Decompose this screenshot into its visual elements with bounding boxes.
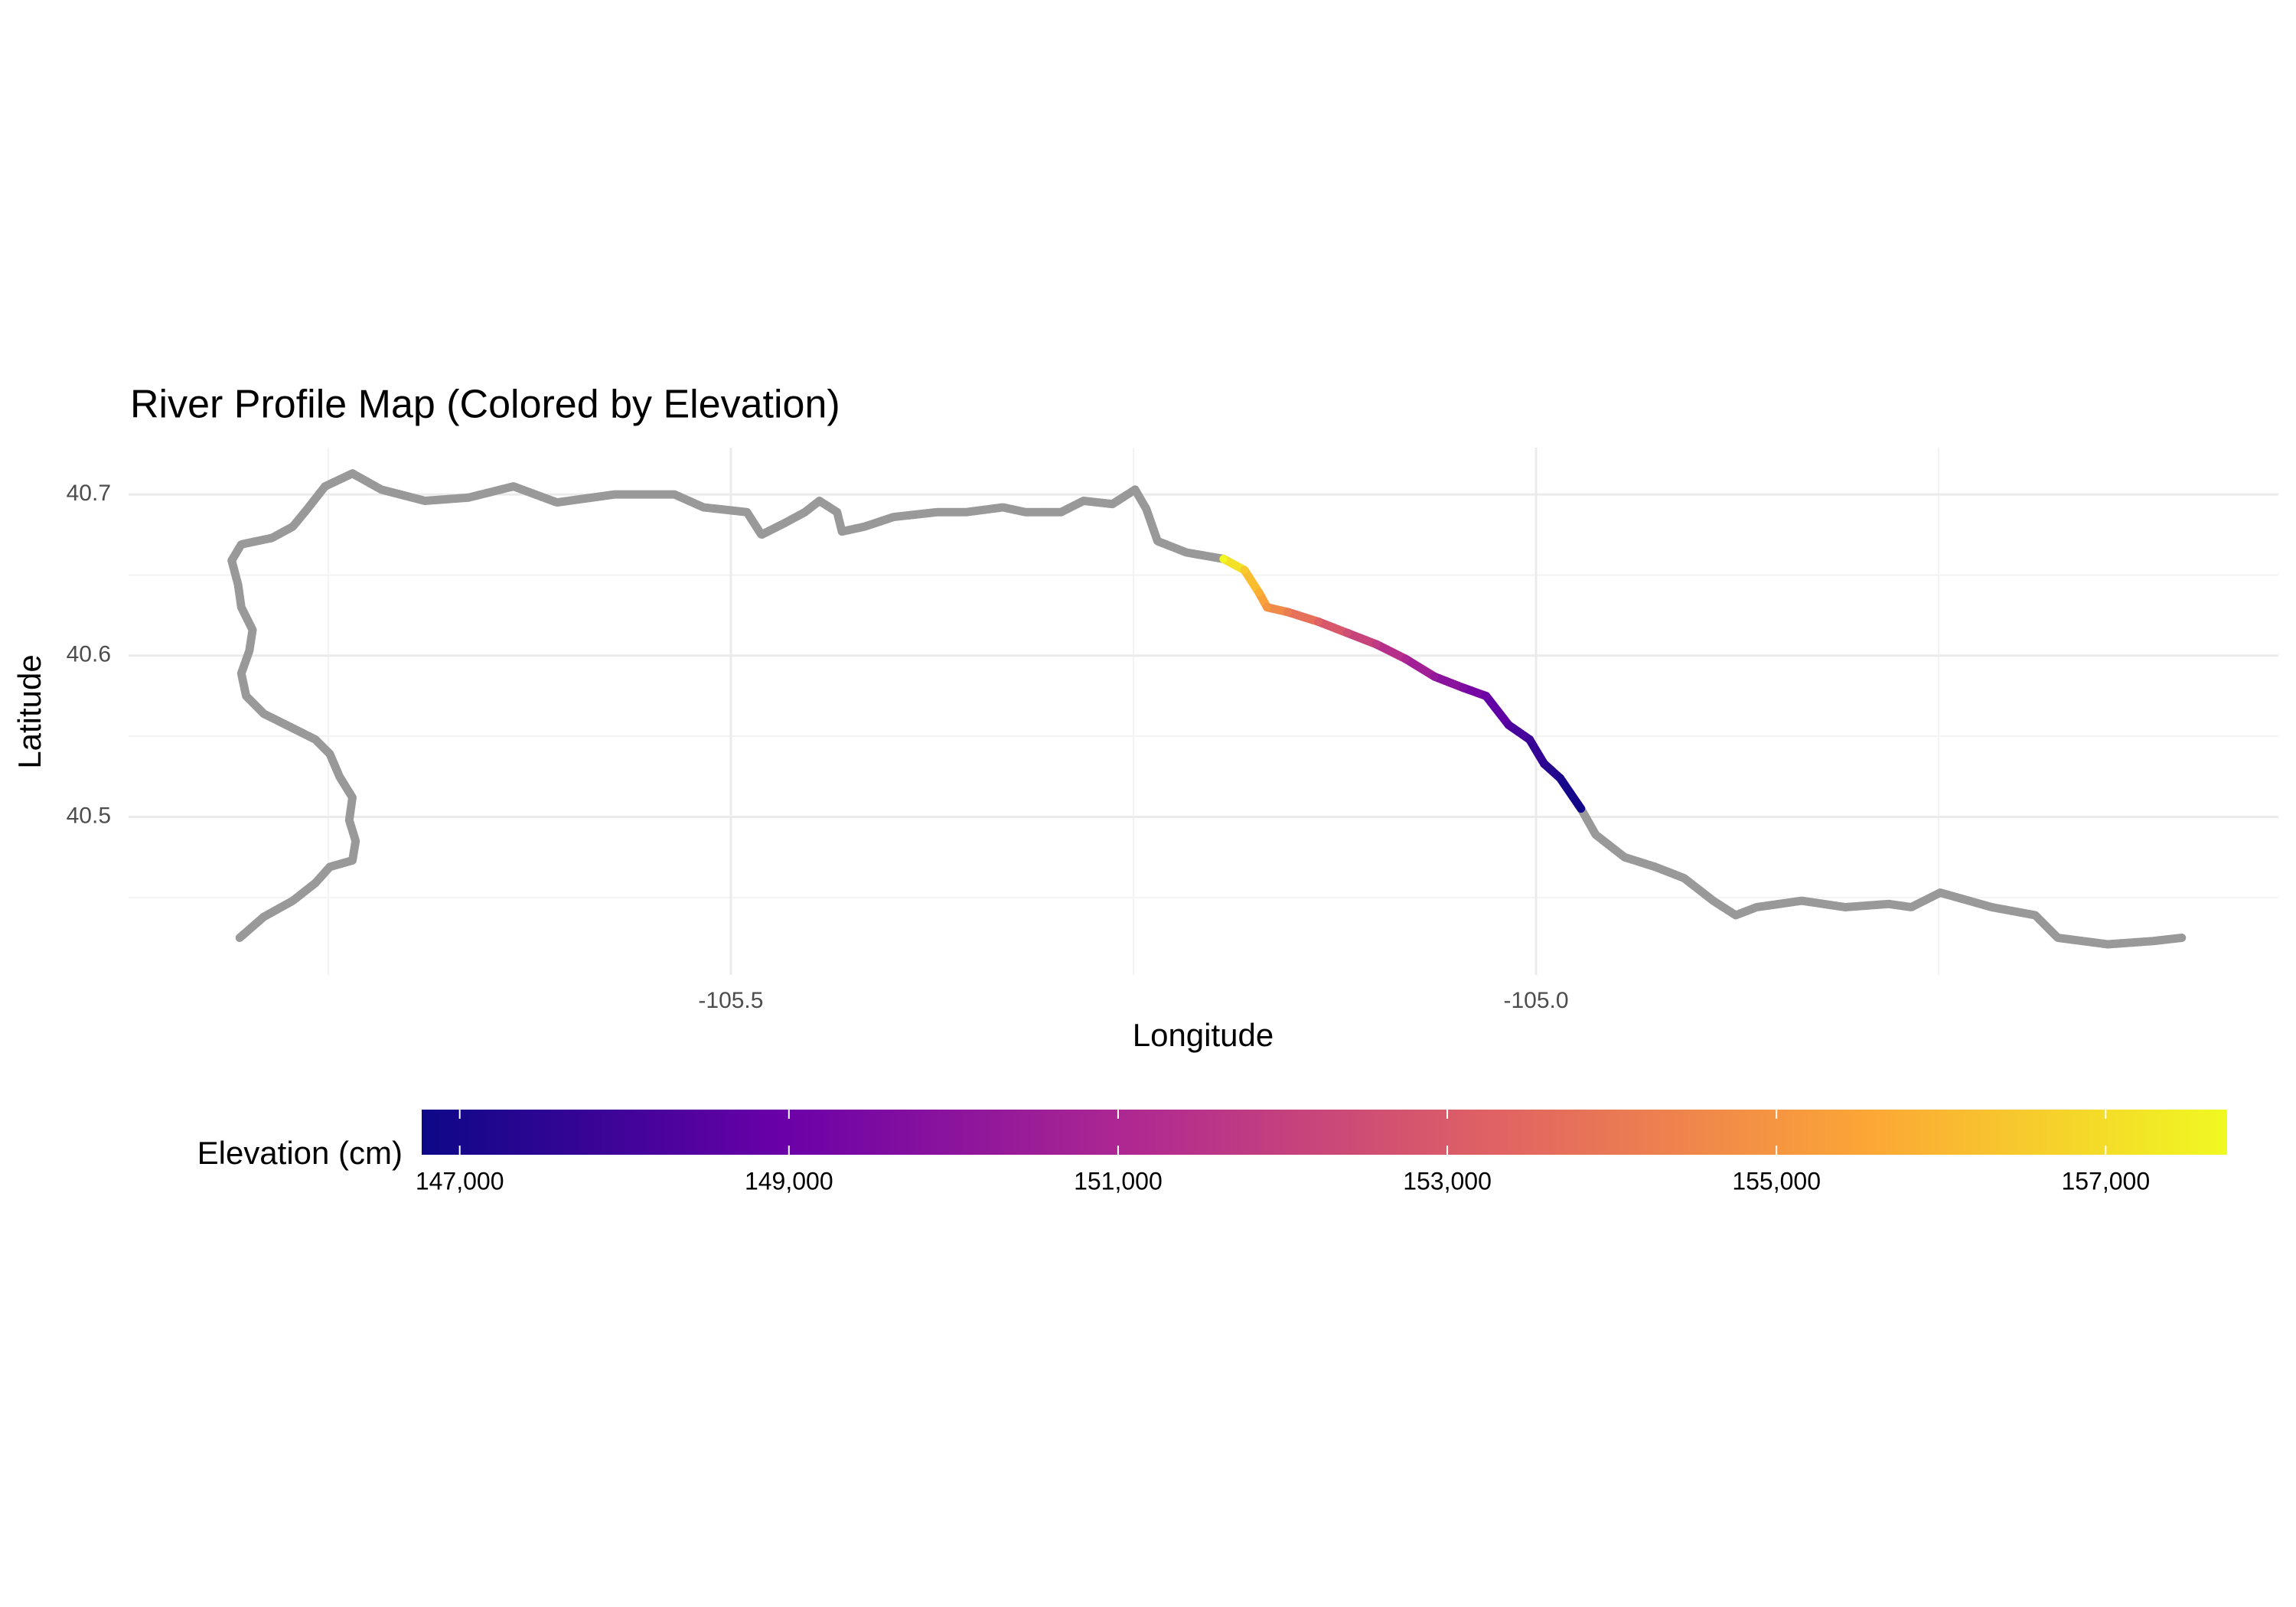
y-axis-title: Latitude: [11, 654, 47, 768]
elevation-point: [1459, 683, 1468, 692]
river-segment: [1372, 640, 1411, 663]
elevation-point: [1255, 588, 1264, 597]
y-tick-label: 40.5: [67, 803, 111, 828]
river-segment: [1343, 628, 1381, 649]
elevation-point: [1556, 774, 1564, 782]
elevation-point: [1525, 735, 1534, 744]
x-axis-title: Longitude: [1133, 1017, 1274, 1053]
elevation-point: [1372, 641, 1381, 649]
river-segment: [1556, 774, 1586, 813]
elevation-point: [1577, 804, 1585, 813]
river-segment: [1401, 654, 1439, 681]
colorbar-tick-label: 153,000: [1403, 1167, 1492, 1195]
elevation-point: [1219, 555, 1228, 563]
river-segment: [1314, 618, 1352, 637]
colorbar-tick-label: 149,000: [745, 1167, 833, 1195]
elevation-point: [1401, 655, 1410, 663]
elevation-point: [1263, 603, 1271, 611]
colorbar-tick-label: 151,000: [1074, 1167, 1163, 1195]
elevation-point: [1283, 608, 1292, 616]
x-tick-label: -105.5: [698, 988, 763, 1013]
river-line: [227, 469, 2187, 949]
x-tick-label: -105.0: [1503, 988, 1568, 1013]
elevation-point: [1505, 721, 1513, 729]
river-segment: [1504, 720, 1534, 744]
elevation-point: [1430, 673, 1439, 681]
y-tick-label: 40.7: [67, 481, 111, 506]
elevation-point: [1540, 759, 1548, 768]
chart-title: River Profile Map (Colored by Elevation): [130, 383, 840, 427]
river-segment: [1482, 691, 1513, 729]
colorbar: [422, 1110, 2227, 1155]
river-segment: [1430, 672, 1468, 693]
elevation-point: [1343, 629, 1352, 637]
colorbar-tick-label: 147,000: [416, 1167, 504, 1195]
river-segment: [1283, 608, 1323, 627]
colorbar-tick-label: 155,000: [1732, 1167, 1821, 1195]
elevation-point: [1482, 692, 1490, 700]
elevation-point: [1241, 566, 1249, 575]
elevation-point: [1314, 618, 1322, 626]
y-tick-label: 40.6: [67, 642, 111, 667]
colorbar-title: Elevation (cm): [197, 1135, 403, 1171]
river-segment: [1525, 735, 1549, 768]
river-segment: [1240, 566, 1264, 598]
colorbar-tick-label: 157,000: [2061, 1167, 2150, 1195]
